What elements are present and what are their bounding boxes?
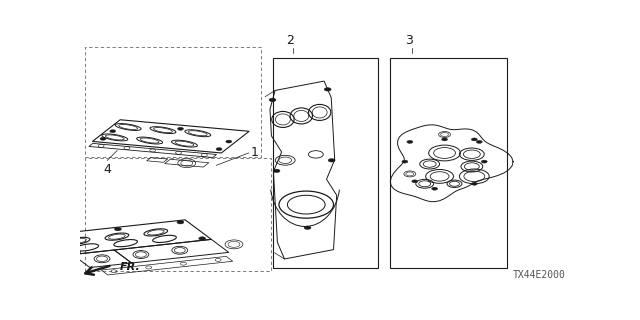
Circle shape <box>199 237 205 240</box>
Bar <box>85 158 271 271</box>
Circle shape <box>471 182 477 185</box>
Circle shape <box>115 227 122 231</box>
Circle shape <box>110 130 116 133</box>
Circle shape <box>226 140 232 143</box>
Circle shape <box>304 226 311 229</box>
Circle shape <box>269 98 276 102</box>
Bar <box>390 58 507 268</box>
Circle shape <box>481 160 487 163</box>
Text: 1: 1 <box>251 147 259 159</box>
Circle shape <box>177 220 184 224</box>
Circle shape <box>52 234 59 238</box>
Circle shape <box>74 251 81 254</box>
Circle shape <box>471 138 477 141</box>
Text: 3: 3 <box>405 34 413 47</box>
Bar <box>85 47 261 157</box>
Circle shape <box>328 159 335 162</box>
Circle shape <box>216 148 222 151</box>
Circle shape <box>431 187 438 190</box>
Text: TX44E2000: TX44E2000 <box>513 270 566 280</box>
Circle shape <box>100 137 106 140</box>
Bar <box>273 58 378 268</box>
Circle shape <box>412 180 418 183</box>
Circle shape <box>177 127 184 130</box>
Text: 2: 2 <box>286 34 294 47</box>
Circle shape <box>324 88 331 91</box>
Text: 4: 4 <box>103 163 111 176</box>
Circle shape <box>442 138 447 141</box>
Text: FR.: FR. <box>120 262 140 272</box>
Circle shape <box>402 160 408 163</box>
Circle shape <box>273 169 280 172</box>
Circle shape <box>407 140 413 143</box>
Circle shape <box>476 140 483 143</box>
